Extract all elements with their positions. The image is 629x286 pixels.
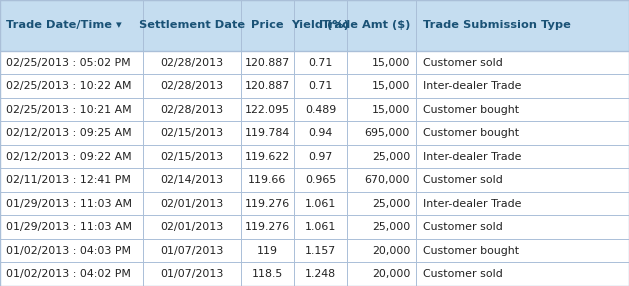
Text: 122.095: 122.095	[245, 105, 290, 115]
Text: 15,000: 15,000	[372, 81, 410, 91]
Text: 02/11/2013 : 12:41 PM: 02/11/2013 : 12:41 PM	[6, 175, 131, 185]
Text: 01/02/2013 : 04:02 PM: 01/02/2013 : 04:02 PM	[6, 269, 131, 279]
Text: 119.276: 119.276	[245, 199, 290, 209]
Text: 01/29/2013 : 11:03 AM: 01/29/2013 : 11:03 AM	[6, 222, 132, 232]
Text: 0.71: 0.71	[308, 58, 333, 68]
Text: 20,000: 20,000	[372, 269, 410, 279]
Text: 0.94: 0.94	[308, 128, 333, 138]
Text: Customer sold: Customer sold	[423, 269, 503, 279]
Text: 02/01/2013: 02/01/2013	[160, 199, 224, 209]
Text: 0.71: 0.71	[308, 81, 333, 91]
Text: Customer bought: Customer bought	[423, 246, 519, 256]
Text: 119.784: 119.784	[245, 128, 290, 138]
Text: 02/28/2013: 02/28/2013	[160, 58, 224, 68]
Bar	[0, 98, 629, 122]
Text: 20,000: 20,000	[372, 246, 410, 256]
Text: 02/14/2013: 02/14/2013	[160, 175, 224, 185]
Bar	[0, 263, 629, 286]
Bar	[0, 215, 629, 239]
Text: 0.965: 0.965	[305, 175, 336, 185]
Text: 695,000: 695,000	[365, 128, 410, 138]
Text: Settlement Date: Settlement Date	[139, 21, 245, 30]
Text: 02/15/2013: 02/15/2013	[160, 152, 224, 162]
Text: Trade Submission Type: Trade Submission Type	[423, 21, 571, 30]
Text: 02/12/2013 : 09:25 AM: 02/12/2013 : 09:25 AM	[6, 128, 132, 138]
Text: 01/07/2013: 01/07/2013	[160, 246, 224, 256]
Text: 1.157: 1.157	[305, 246, 336, 256]
Text: 118.5: 118.5	[252, 269, 283, 279]
Text: Customer sold: Customer sold	[423, 58, 503, 68]
Bar	[0, 239, 629, 263]
Text: 119.276: 119.276	[245, 222, 290, 232]
Text: 25,000: 25,000	[372, 152, 410, 162]
Text: Trade Date/Time ▾: Trade Date/Time ▾	[6, 21, 122, 30]
Text: Yield (%): Yield (%)	[291, 21, 350, 30]
Text: 1.061: 1.061	[305, 222, 336, 232]
Bar	[0, 0, 629, 51]
Text: 02/25/2013 : 05:02 PM: 02/25/2013 : 05:02 PM	[6, 58, 131, 68]
Text: 119.622: 119.622	[245, 152, 290, 162]
Text: 1.061: 1.061	[305, 199, 336, 209]
Text: 15,000: 15,000	[372, 58, 410, 68]
Text: Price: Price	[251, 21, 284, 30]
Text: 25,000: 25,000	[372, 222, 410, 232]
Text: 25,000: 25,000	[372, 199, 410, 209]
Text: Customer sold: Customer sold	[423, 175, 503, 185]
Text: Customer bought: Customer bought	[423, 128, 519, 138]
Text: Customer sold: Customer sold	[423, 222, 503, 232]
Text: Inter-dealer Trade: Inter-dealer Trade	[423, 199, 521, 209]
Text: 120.887: 120.887	[245, 58, 290, 68]
Bar	[0, 192, 629, 215]
Text: 02/25/2013 : 10:22 AM: 02/25/2013 : 10:22 AM	[6, 81, 132, 91]
Text: 02/15/2013: 02/15/2013	[160, 128, 224, 138]
Bar	[0, 51, 629, 74]
Bar	[0, 74, 629, 98]
Text: 02/28/2013: 02/28/2013	[160, 105, 224, 115]
Bar	[0, 122, 629, 145]
Bar	[0, 168, 629, 192]
Text: Inter-dealer Trade: Inter-dealer Trade	[423, 81, 521, 91]
Text: Inter-dealer Trade: Inter-dealer Trade	[423, 152, 521, 162]
Text: 0.489: 0.489	[305, 105, 336, 115]
Text: 01/02/2013 : 04:03 PM: 01/02/2013 : 04:03 PM	[6, 246, 131, 256]
Bar	[0, 145, 629, 168]
Text: 119.66: 119.66	[248, 175, 287, 185]
Text: 02/01/2013: 02/01/2013	[160, 222, 224, 232]
Text: 02/12/2013 : 09:22 AM: 02/12/2013 : 09:22 AM	[6, 152, 132, 162]
Text: 0.97: 0.97	[308, 152, 333, 162]
Text: Customer bought: Customer bought	[423, 105, 519, 115]
Text: 1.248: 1.248	[305, 269, 336, 279]
Text: 02/25/2013 : 10:21 AM: 02/25/2013 : 10:21 AM	[6, 105, 132, 115]
Text: Trade Amt ($): Trade Amt ($)	[321, 21, 410, 30]
Text: 670,000: 670,000	[365, 175, 410, 185]
Text: 01/07/2013: 01/07/2013	[160, 269, 224, 279]
Text: 01/29/2013 : 11:03 AM: 01/29/2013 : 11:03 AM	[6, 199, 132, 209]
Text: 02/28/2013: 02/28/2013	[160, 81, 224, 91]
Text: 119: 119	[257, 246, 278, 256]
Text: 120.887: 120.887	[245, 81, 290, 91]
Text: 15,000: 15,000	[372, 105, 410, 115]
